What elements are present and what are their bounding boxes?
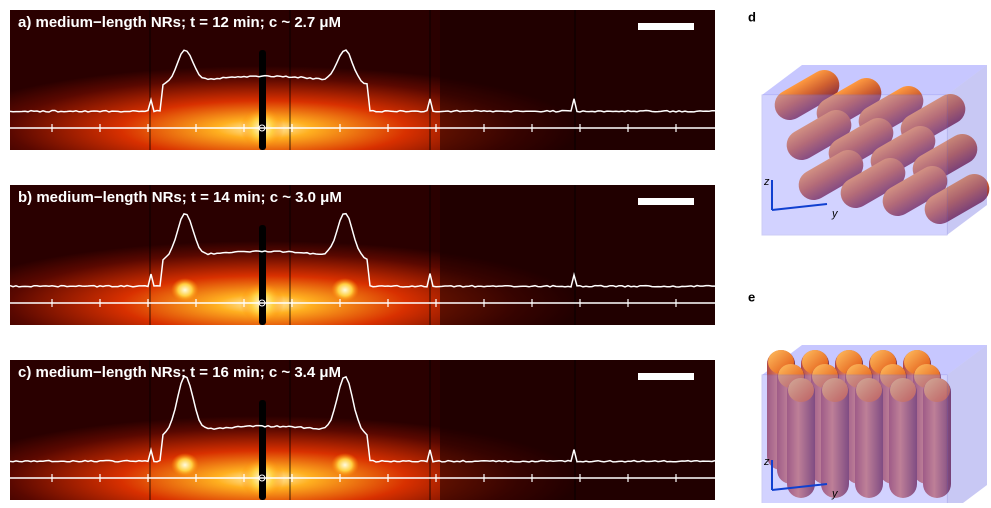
panel-title: a) medium−length NRs; t = 12 min; c ~ 2.…	[18, 14, 341, 31]
saxs-panel: c) medium−length NRs; t = 16 min; c ~ 3.…	[10, 360, 715, 500]
nr-diagram: dzy	[748, 9, 991, 235]
scale-bar	[638, 198, 694, 205]
nr-diagram: ezy	[748, 289, 987, 503]
bragg-spot	[171, 278, 199, 302]
diagram-label: e	[748, 289, 755, 304]
bragg-spot	[331, 453, 359, 477]
beamstop	[259, 225, 266, 325]
box-front	[762, 375, 947, 503]
beamstop	[259, 400, 266, 500]
scale-bar	[638, 23, 694, 30]
panel-dark-right	[440, 185, 715, 325]
box-side	[947, 65, 987, 235]
saxs-panel: a) medium−length NRs; t = 12 min; c ~ 2.…	[10, 10, 715, 150]
axis-label: z	[763, 456, 770, 468]
panel-title: b) medium−length NRs; t = 14 min; c ~ 3.…	[18, 189, 342, 206]
diagram-label: d	[748, 9, 756, 24]
box-front	[762, 95, 947, 235]
bragg-spot	[331, 278, 359, 302]
axis-label: z	[763, 176, 770, 188]
scale-bar	[638, 373, 694, 380]
saxs-panel: b) medium−length NRs; t = 14 min; c ~ 3.…	[10, 185, 715, 325]
panel-dark-right	[440, 360, 715, 500]
bragg-spot	[171, 453, 199, 477]
beamstop	[259, 50, 266, 150]
panel-dark-right	[440, 10, 715, 150]
panel-title: c) medium−length NRs; t = 16 min; c ~ 3.…	[18, 364, 341, 381]
